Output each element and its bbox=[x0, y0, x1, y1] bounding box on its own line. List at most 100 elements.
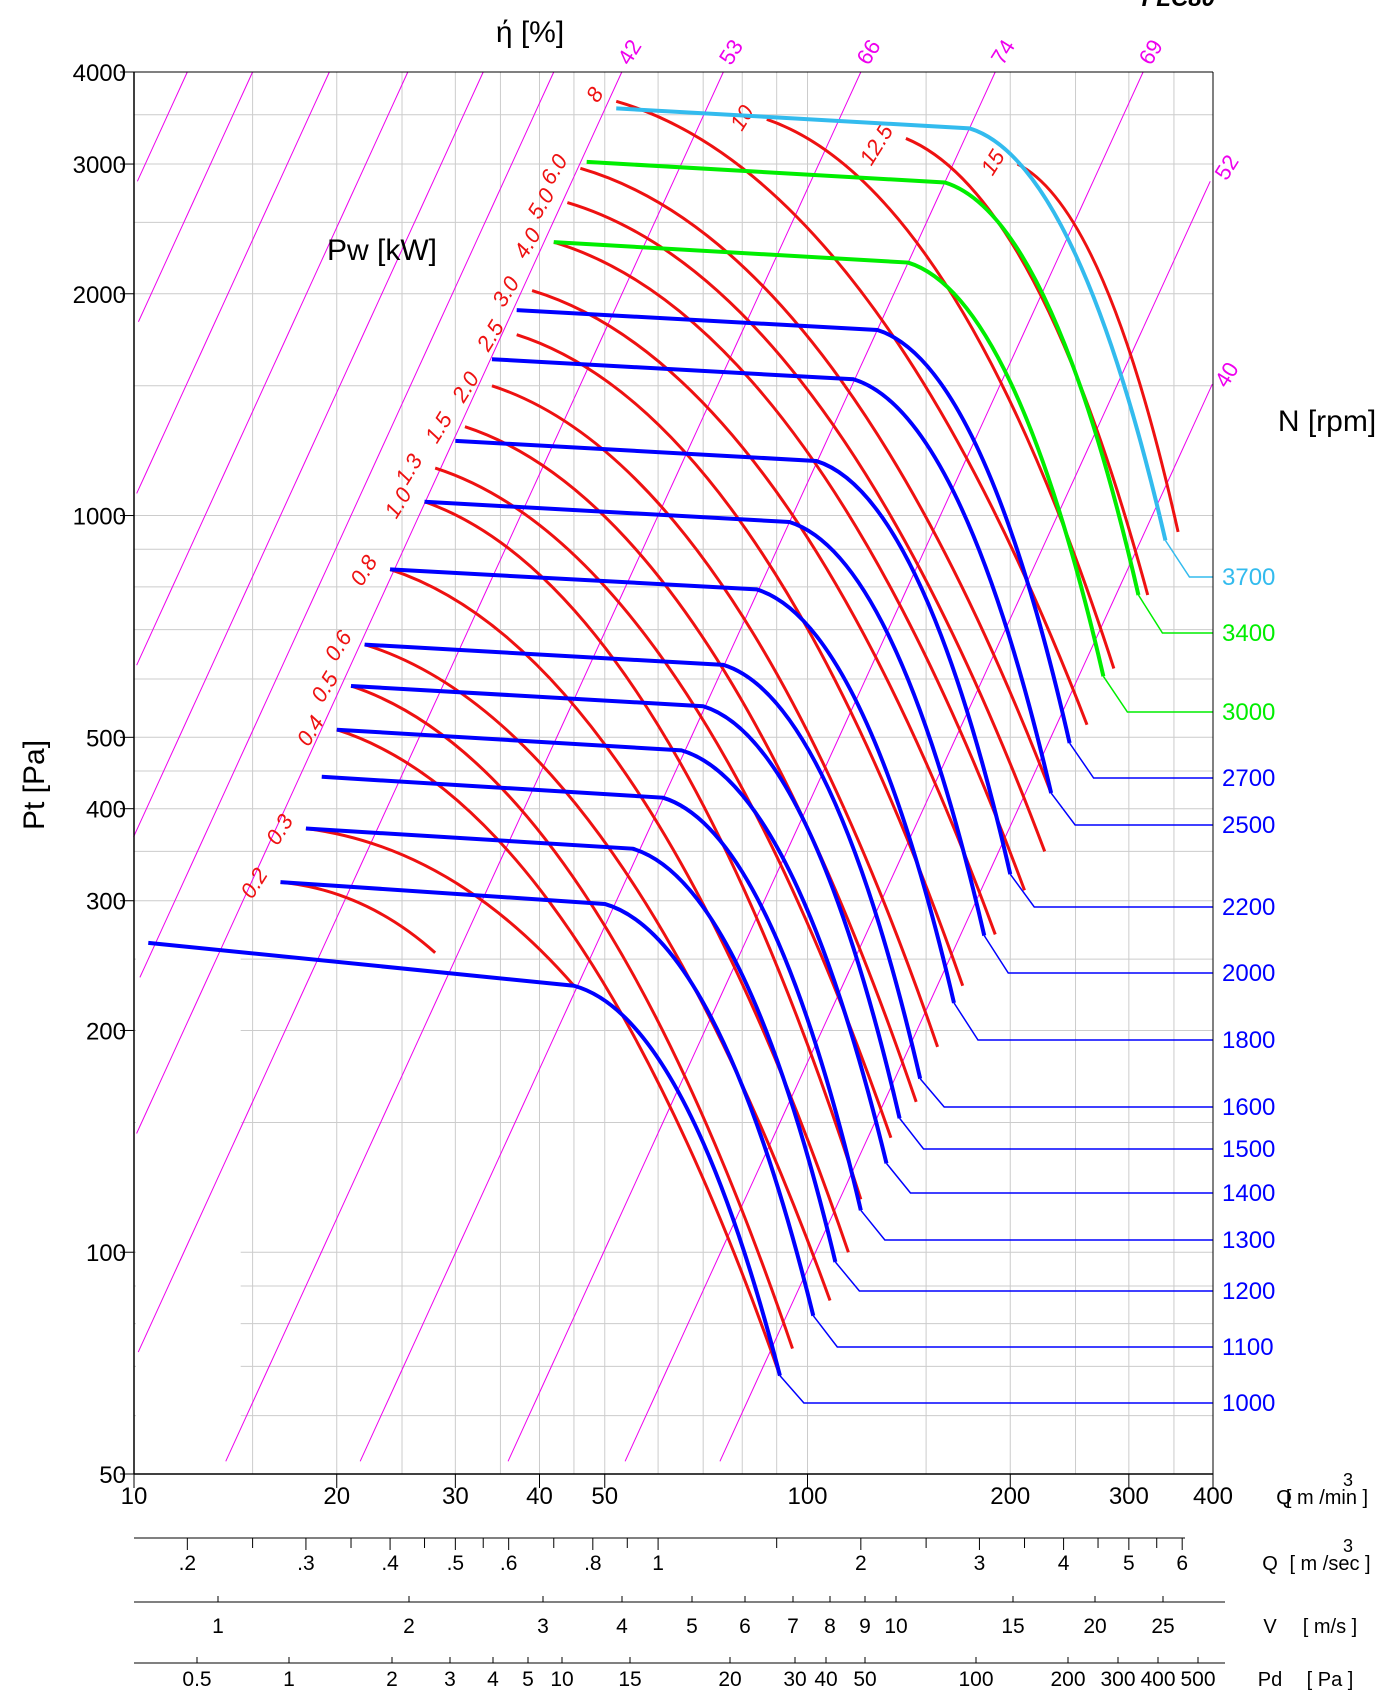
power-curve bbox=[1016, 162, 1180, 533]
speed-label: 2700 bbox=[1222, 765, 1275, 792]
secondary-tick-label: .8 bbox=[584, 1552, 602, 1575]
secondary-axis-unit-sup: 3 bbox=[1343, 1536, 1353, 1556]
power-curve bbox=[350, 684, 794, 1350]
speed-curve bbox=[586, 159, 1141, 596]
secondary-tick-label: 15 bbox=[1001, 1615, 1024, 1638]
speed-leader bbox=[1164, 540, 1213, 578]
secondary-tick-label: .5 bbox=[447, 1552, 465, 1575]
power-curve bbox=[566, 201, 1047, 852]
secondary-tick-label: .3 bbox=[297, 1552, 315, 1575]
secondary-tick-label: 30 bbox=[783, 1668, 806, 1691]
speed-curve bbox=[336, 727, 889, 1164]
axes: 50 100 200 300 400 500 1000 2000 3000 4000 10 20 30 4… bbox=[73, 60, 1371, 1691]
y-tick-label: 200 bbox=[86, 1018, 126, 1045]
speed-curves bbox=[148, 106, 1168, 1377]
secondary-tick-label: 2 bbox=[855, 1552, 867, 1575]
secondary-tick-label: 20 bbox=[1083, 1615, 1106, 1638]
speed-leader bbox=[919, 1078, 1213, 1108]
speed-label: 1000 bbox=[1222, 1390, 1275, 1417]
x-tick-label: 50 bbox=[591, 1483, 618, 1510]
speed-curve bbox=[516, 308, 1072, 744]
secondary-tick-label: 3 bbox=[537, 1615, 549, 1638]
secondary-axis-name: Pd bbox=[1258, 1669, 1282, 1691]
secondary-tick-label: 6 bbox=[739, 1615, 751, 1638]
plot-frame bbox=[120, 71, 1214, 1475]
secondary-tick-label: 15 bbox=[618, 1668, 641, 1691]
efficiency-line bbox=[136, 71, 188, 182]
speed-curve bbox=[280, 880, 816, 1317]
speed-leader bbox=[1102, 675, 1213, 713]
speed-label-leaders: 1000 1100 1200 1300 1400 1500 1600 1800 2000 2200… bbox=[779, 540, 1275, 1417]
speed-label: 2000 bbox=[1222, 960, 1275, 987]
secondary-tick-label: 2 bbox=[403, 1615, 415, 1638]
speed-curve bbox=[553, 240, 1106, 677]
x-tick-label: 200 bbox=[990, 1483, 1030, 1510]
efficiency-line bbox=[136, 71, 623, 1134]
speed-leader bbox=[860, 1209, 1213, 1241]
power-curve bbox=[491, 384, 939, 1048]
speed-label: 1100 bbox=[1222, 1334, 1274, 1361]
secondary-axis-name: Q bbox=[1262, 1553, 1278, 1575]
secondary-tick-label: 4 bbox=[1058, 1552, 1070, 1575]
secondary-tick-label: 5 bbox=[522, 1668, 534, 1691]
secondary-tick-label: 5 bbox=[1123, 1552, 1135, 1575]
secondary-tick-label: 20 bbox=[718, 1668, 741, 1691]
secondary-tick-label: 40 bbox=[814, 1668, 837, 1691]
speed-leader bbox=[1068, 742, 1213, 779]
y-axis-label: Pt [Pa] bbox=[18, 740, 51, 830]
secondary-tick-label: 1 bbox=[283, 1668, 295, 1691]
secondary-tick-label: 3 bbox=[444, 1668, 456, 1691]
power-curve bbox=[531, 289, 997, 935]
power-curve bbox=[579, 166, 1053, 794]
speed-curve bbox=[389, 567, 956, 1004]
speed-label: 3400 bbox=[1222, 620, 1275, 647]
efficiency-line bbox=[137, 71, 724, 1353]
power-curve bbox=[434, 466, 893, 1139]
speed-label: 2500 bbox=[1222, 812, 1275, 839]
speed-leader bbox=[834, 1261, 1213, 1292]
y-tick-label: 3000 bbox=[73, 152, 126, 179]
speed-axis-label: N [rpm] bbox=[1278, 405, 1376, 438]
y-tick-label: 2000 bbox=[73, 282, 126, 309]
power-curve bbox=[336, 728, 782, 1377]
secondary-tick-label: .2 bbox=[179, 1552, 197, 1575]
speed-curve bbox=[305, 826, 838, 1263]
secondary-tick-label: 0.5 bbox=[182, 1668, 211, 1691]
efficiency-label: ή [%] bbox=[496, 16, 564, 49]
speed-leader bbox=[812, 1315, 1213, 1348]
speed-leader bbox=[1050, 792, 1213, 826]
x-axis-unit-sup: 3 bbox=[1343, 1470, 1353, 1490]
secondary-tick-label: 8 bbox=[824, 1615, 836, 1638]
y-tick-label: 500 bbox=[86, 725, 126, 752]
secondary-axis-unit: [ m /sec ] bbox=[1289, 1553, 1370, 1575]
efficiency-line bbox=[139, 71, 555, 978]
efficiency-line bbox=[136, 71, 409, 666]
y-tick-label: 400 bbox=[86, 797, 126, 824]
y-tick-label: 4000 bbox=[73, 60, 126, 87]
power-curve bbox=[464, 425, 918, 1103]
speed-leader bbox=[953, 1002, 1213, 1041]
efficiency-line bbox=[359, 71, 996, 1462]
y-tick-label: 300 bbox=[86, 889, 126, 916]
grid-mask bbox=[136, 947, 241, 1472]
secondary-tick-label: 1 bbox=[652, 1552, 664, 1575]
secondary-tick-label: 6 bbox=[1176, 1552, 1188, 1575]
secondary-tick-label: 9 bbox=[859, 1615, 871, 1638]
x-tick-label: 100 bbox=[787, 1483, 827, 1510]
speed-label: 1400 bbox=[1222, 1180, 1275, 1207]
efficiency-line bbox=[137, 71, 254, 322]
secondary-axis-unit: [ m/s ] bbox=[1303, 1616, 1357, 1638]
speed-label: 1200 bbox=[1222, 1278, 1275, 1305]
chart-title: FLC80 bbox=[1142, 0, 1216, 12]
secondary-tick-label: 10 bbox=[550, 1668, 573, 1691]
secondary-tick-label: 4 bbox=[487, 1668, 499, 1691]
speed-curve bbox=[148, 940, 782, 1377]
speed-leader bbox=[779, 1375, 1213, 1404]
speed-label: 1800 bbox=[1222, 1027, 1275, 1054]
x-tick-label: 20 bbox=[323, 1483, 350, 1510]
y-tick-label: 100 bbox=[86, 1240, 126, 1267]
efficiency-line bbox=[136, 71, 330, 494]
speed-label: 1600 bbox=[1222, 1094, 1275, 1121]
secondary-tick-label: 400 bbox=[1140, 1668, 1175, 1691]
